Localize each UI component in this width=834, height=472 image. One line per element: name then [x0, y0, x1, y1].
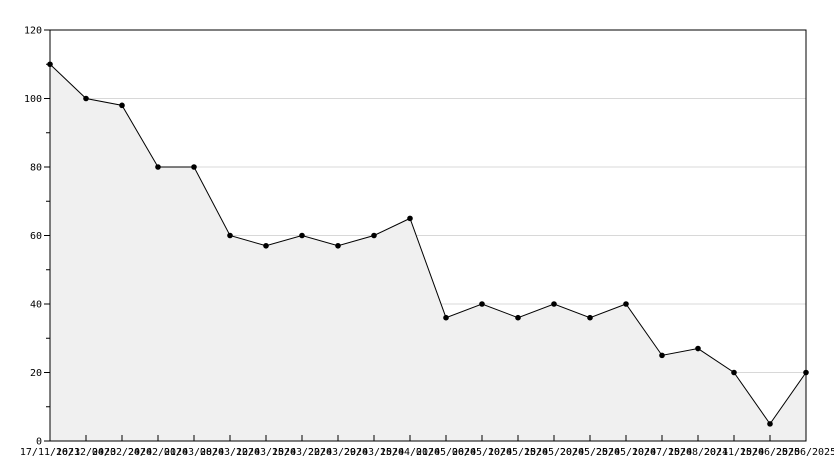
- x-tick-label: 24/02/2024: [128, 447, 188, 458]
- series-line: [49, 63, 807, 425]
- data-point: [443, 314, 449, 321]
- y-tick-label: 0: [36, 437, 42, 448]
- y-tick-label: 80: [30, 163, 42, 174]
- x-tick-label: 12/03/2024: [236, 447, 296, 458]
- data-point: [83, 95, 89, 102]
- data-point: [803, 369, 809, 376]
- x-tick-label: 08/03/2024: [200, 447, 260, 458]
- x-tick-label: 20/11/2024: [704, 447, 764, 458]
- x-tick-label: 25/05/2024: [596, 447, 656, 458]
- data-point: [515, 314, 521, 321]
- data-point: [263, 242, 269, 249]
- y-tick-label: 20: [30, 368, 42, 379]
- data-point: [191, 164, 197, 170]
- data-point: [155, 164, 161, 170]
- data-point: [227, 232, 233, 239]
- x-tick-label: 17/11/2023: [20, 447, 80, 458]
- data-point: [767, 421, 773, 427]
- data-point: [731, 369, 737, 376]
- data-point: [551, 301, 557, 307]
- y-tick-label: 60: [30, 231, 42, 242]
- x-tick-label: 01/05/2024: [416, 447, 476, 458]
- x-tick-label: 15/08/2024: [668, 447, 728, 458]
- x-tick-label: 10/07/2024: [632, 447, 692, 458]
- x-tick-label: 04/02/2024: [92, 447, 152, 458]
- data-point: [587, 314, 593, 321]
- y-tick-label: 120: [24, 26, 42, 37]
- x-tick-label: 29/03/2024: [344, 447, 404, 458]
- data-point: [299, 232, 305, 239]
- data-point: [407, 215, 413, 222]
- data-point: [659, 352, 665, 359]
- x-tick-label: 16/12/2023: [56, 447, 116, 458]
- x-tick-label: 01/03/2024: [164, 447, 224, 458]
- x-tick-label: 22/03/2024: [308, 447, 368, 458]
- x-tick-label: 15/05/2024: [524, 447, 584, 458]
- data-point: [695, 345, 701, 352]
- x-tick-label: 15/03/2024: [272, 447, 332, 458]
- y-tick-label: 100: [24, 94, 42, 105]
- data-point: [119, 102, 125, 109]
- x-tick-label: 15/06/2025: [740, 447, 800, 458]
- data-point: [371, 232, 377, 239]
- series-area: [50, 64, 806, 441]
- x-tick-label: 25/06/2025: [776, 447, 834, 458]
- data-point: [479, 301, 485, 307]
- x-tick-label: 10/05/2024: [488, 447, 548, 458]
- y-tick-label: 40: [30, 300, 42, 311]
- x-tick-label: 20/05/2024: [560, 447, 620, 458]
- x-tick-label: 06/05/2024: [452, 447, 512, 458]
- data-point: [47, 61, 53, 68]
- data-point: [623, 301, 629, 307]
- data-point: [335, 242, 341, 249]
- x-tick-label: 15/04/2024: [380, 447, 440, 458]
